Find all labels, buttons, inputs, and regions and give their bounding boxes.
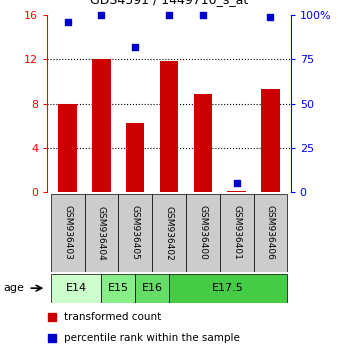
Text: GSM936406: GSM936406 xyxy=(266,205,275,261)
Bar xyxy=(135,274,169,303)
FancyBboxPatch shape xyxy=(220,194,254,272)
FancyBboxPatch shape xyxy=(254,194,287,272)
Bar xyxy=(51,274,101,303)
Bar xyxy=(92,59,111,192)
Text: GSM936400: GSM936400 xyxy=(198,205,207,261)
Point xyxy=(234,181,239,186)
Bar xyxy=(261,89,280,192)
Bar xyxy=(58,104,77,192)
Text: GSM936401: GSM936401 xyxy=(232,205,241,261)
Text: GDS4591 / 1449710_s_at: GDS4591 / 1449710_s_at xyxy=(90,0,248,6)
FancyBboxPatch shape xyxy=(152,194,186,272)
FancyBboxPatch shape xyxy=(51,194,84,272)
Text: E17.5: E17.5 xyxy=(212,283,244,293)
Point xyxy=(166,12,172,18)
Text: percentile rank within the sample: percentile rank within the sample xyxy=(64,332,240,343)
Point xyxy=(268,14,273,20)
Bar xyxy=(126,122,145,192)
Bar xyxy=(160,61,178,192)
Text: GSM936404: GSM936404 xyxy=(97,206,106,260)
Text: E14: E14 xyxy=(66,283,87,293)
Point xyxy=(99,12,104,18)
Text: E16: E16 xyxy=(142,283,163,293)
Point xyxy=(132,44,138,50)
Point xyxy=(65,19,70,25)
Text: transformed count: transformed count xyxy=(64,312,162,322)
Bar xyxy=(227,191,246,192)
Bar xyxy=(101,274,135,303)
Text: E15: E15 xyxy=(108,283,129,293)
FancyBboxPatch shape xyxy=(84,194,118,272)
Point xyxy=(200,12,206,18)
Text: age: age xyxy=(3,283,24,293)
Bar xyxy=(193,94,212,192)
Text: GSM936402: GSM936402 xyxy=(165,206,173,260)
Bar xyxy=(169,274,287,303)
Text: GSM936405: GSM936405 xyxy=(131,205,140,261)
FancyBboxPatch shape xyxy=(186,194,220,272)
FancyBboxPatch shape xyxy=(118,194,152,272)
Text: GSM936403: GSM936403 xyxy=(63,205,72,261)
